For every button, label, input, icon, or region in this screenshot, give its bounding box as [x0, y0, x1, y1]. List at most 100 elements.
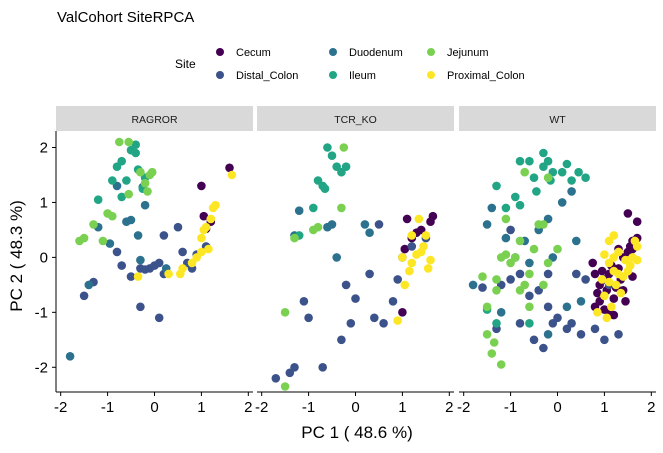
point-ragror-jejunum-7 — [136, 167, 145, 177]
legend-entry-cecum: Cecum — [216, 47, 271, 59]
point-wt-proximal-colon-8 — [632, 255, 642, 265]
point-wt-distal-colon-9 — [576, 330, 586, 339]
point-ragror-jejunum-5 — [108, 211, 117, 221]
x-tick-label-tcr-ko-1: -1 — [302, 399, 315, 416]
point-wt-duodenum-16 — [557, 198, 567, 207]
point-ragror-distal-colon-16 — [136, 302, 145, 312]
x-tick-label-tcr-ko-4: 2 — [445, 399, 453, 416]
point-wt-distal-colon-19 — [572, 269, 581, 279]
point-wt-distal-colon-3 — [515, 269, 525, 279]
point-wt-jejunum-11 — [543, 258, 553, 268]
point-tcr-ko-distal-colon-2 — [290, 363, 299, 372]
point-ragror-duodenum-7 — [105, 239, 115, 248]
point-ragror-distal-colon-2 — [112, 247, 122, 257]
legend-entry-jejunum: Jejunum — [427, 47, 489, 59]
point-wt-jejunum-18 — [520, 167, 529, 177]
point-wt-ileum-0 — [515, 156, 525, 166]
point-wt-duodenum-0 — [468, 280, 478, 290]
point-ragror-jejunum-8 — [140, 178, 150, 188]
point-wt-ileum-9 — [574, 167, 583, 177]
point-tcr-ko-proximal-colon-9 — [423, 264, 433, 273]
point-wt-cecum-0 — [623, 209, 633, 218]
y-tick-label-0: -2 — [35, 359, 48, 376]
point-tcr-ko-duodenum-0 — [294, 206, 304, 215]
point-wt-duodenum-8 — [567, 187, 576, 196]
point-wt-jejunum-17 — [506, 258, 515, 268]
point-ragror-distal-colon-9 — [159, 231, 169, 240]
point-ragror-duodenum-5 — [136, 255, 145, 265]
facet-strip-label-wt: WT — [549, 114, 566, 126]
point-wt-jejunum-15 — [482, 330, 492, 339]
point-wt-duodenum-3 — [501, 233, 511, 243]
point-wt-distal-colon-17 — [506, 225, 515, 235]
x-tick-label-ragror-4: 2 — [244, 399, 252, 416]
point-wt-duodenum-11 — [543, 330, 553, 339]
x-tick-label-wt-0: -2 — [457, 399, 470, 416]
point-ragror-jejunum-11 — [147, 167, 157, 177]
facet-strip-tcr-ko — [257, 106, 454, 131]
point-wt-distal-colon-15 — [539, 343, 548, 353]
point-ragror-duodenum-4 — [126, 215, 136, 225]
legend-label-distal-colon: Distal_Colon — [236, 70, 298, 82]
point-ragror-proximal-colon-6 — [197, 233, 206, 243]
point-wt-cecum-24 — [597, 266, 607, 276]
point-wt-jejunum-0 — [478, 272, 487, 281]
point-tcr-ko-duodenum-5 — [365, 228, 374, 237]
point-wt-jejunum-16 — [492, 275, 501, 284]
point-tcr-ko-proximal-colon-7 — [419, 242, 428, 251]
point-wt-jejunum-13 — [496, 360, 506, 369]
legend-key-ileum — [329, 71, 337, 79]
point-ragror-cecum-1 — [197, 181, 206, 191]
facet-strip-label-tcr-ko: TCR_KO — [334, 114, 377, 126]
point-tcr-ko-distal-colon-14 — [374, 220, 384, 229]
x-tick-label-tcr-ko-0: -2 — [255, 399, 268, 416]
point-tcr-ko-ileum-0 — [323, 143, 332, 152]
facet-panel-wt: WT -2 -1 0 1 2 — [457, 106, 656, 416]
point-wt-distal-colon-23 — [548, 319, 558, 328]
point-ragror-duodenum-0 — [65, 352, 75, 361]
point-wt-duodenum-1 — [482, 220, 492, 229]
facet-panel-ragror: RAGROR -2 -1 0 1 2 -2 -1 0 1 2 — [35, 106, 253, 416]
point-wt-distal-colon-13 — [515, 319, 525, 328]
point-ragror-ileum-9 — [122, 176, 131, 185]
legend-key-jejunum — [427, 48, 435, 56]
point-wt-jejunum-24 — [525, 302, 534, 312]
point-wt-distal-colon-20 — [581, 275, 590, 284]
point-tcr-ko-ileum-8 — [309, 203, 318, 213]
x-tick-label-ragror-0: -2 — [54, 399, 67, 416]
point-tcr-ko-distal-colon-17 — [299, 297, 309, 306]
point-wt-duodenum-13 — [496, 308, 506, 317]
point-ragror-ileum-0 — [93, 195, 103, 204]
facet-strip-label-ragror: RAGROR — [131, 114, 178, 126]
point-tcr-ko-jejunum-2 — [290, 233, 299, 243]
point-ragror-jejunum-13 — [115, 137, 124, 147]
x-tick-label-ragror-2: 0 — [150, 399, 158, 416]
point-wt-cecum-1 — [632, 217, 642, 226]
point-ragror-jejunum-12 — [124, 137, 133, 147]
point-ragror-ileum-8 — [117, 192, 126, 202]
point-wt-proximal-colon-18 — [607, 302, 616, 312]
point-tcr-ko-duodenum-4 — [360, 220, 370, 229]
point-tcr-ko-jejunum-1 — [280, 308, 290, 317]
point-wt-jejunum-22 — [501, 214, 511, 224]
facet-panel-tcr-ko: TCR_KO -2 -1 0 1 2 — [255, 106, 454, 416]
point-ragror-distal-colon-4 — [126, 272, 136, 281]
point-tcr-ko-distal-colon-4 — [337, 335, 346, 345]
point-ragror-jejunum-0 — [89, 220, 98, 229]
point-ragror-ileum-11 — [131, 140, 140, 149]
point-tcr-ko-distal-colon-15 — [365, 269, 374, 279]
point-ragror-duodenum-1 — [84, 280, 94, 290]
point-tcr-ko-duodenum-2 — [327, 220, 337, 229]
point-wt-proximal-colon-23 — [609, 231, 619, 240]
point-ragror-jejunum-6 — [124, 189, 133, 199]
legend-label-jejunum: Jejunum — [447, 47, 489, 59]
point-wt-ileum-2 — [539, 148, 548, 158]
point-wt-proximal-colon-22 — [630, 236, 640, 246]
point-wt-ileum-4 — [539, 162, 548, 171]
point-tcr-ko-cecum-0 — [400, 244, 410, 254]
point-wt-distal-colon-11 — [600, 335, 609, 345]
x-tick-label-wt-3: 1 — [600, 399, 608, 416]
point-wt-ileum-16 — [562, 159, 572, 169]
legend: Site Cecum Distal_Colon Duodenum Ileum Jejun… — [175, 47, 525, 82]
point-wt-proximal-colon-17 — [597, 275, 607, 284]
